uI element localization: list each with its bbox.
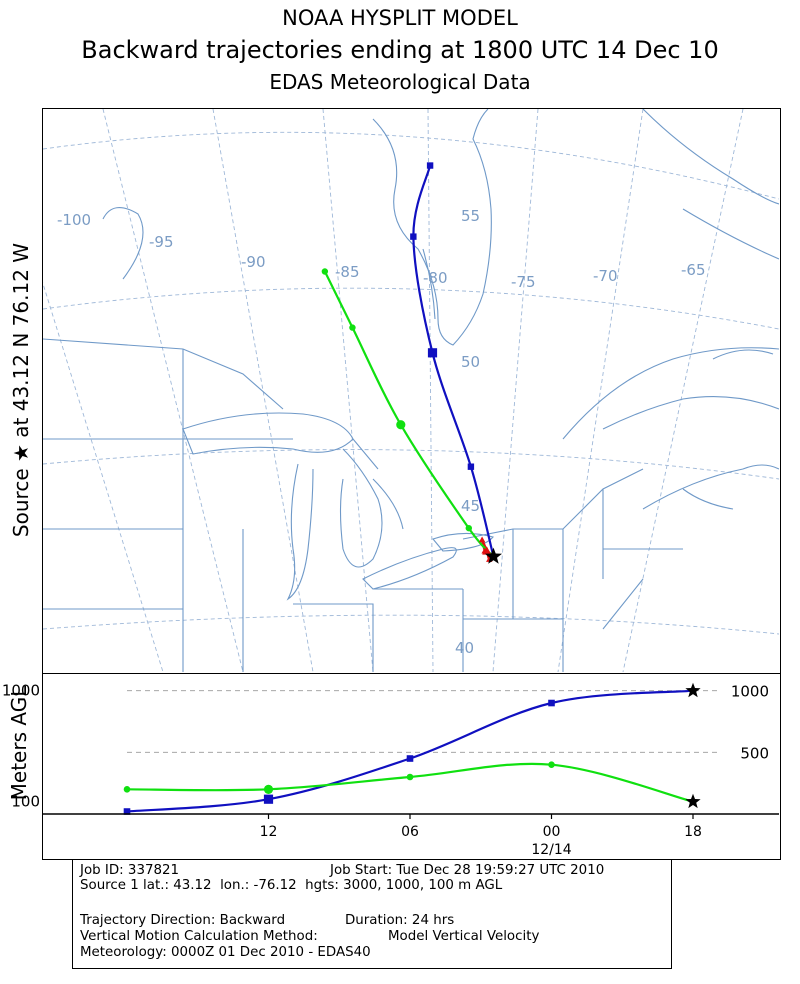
lat-label: 55	[461, 207, 480, 225]
labrador-coast	[642, 109, 779, 260]
georgian-bay	[372, 478, 404, 530]
altitude-axis-label: Meters AGL	[7, 685, 31, 801]
meteorology: Meteorology: 0000Z 01 Dec 2010 - EDAS40	[80, 945, 371, 960]
date-label: 12/14	[531, 842, 571, 858]
graticule-grid	[43, 109, 779, 672]
james-bay-coast	[422, 248, 436, 320]
altitude-marker-circle	[406, 773, 414, 781]
trajectory-map: -100 -95 -90 -85 -80 -75 -70 -65 55 50 45 40	[42, 108, 781, 674]
altitude-source-star-icon	[685, 793, 701, 809]
lon-line-100	[43, 282, 164, 672]
state-borders	[43, 349, 683, 672]
lon-label: -100	[57, 211, 91, 229]
lake-michigan	[286, 463, 314, 601]
map-marker-triangle	[481, 547, 488, 554]
lon-line-90	[212, 109, 314, 672]
job-start: Job Start: Tue Dec 28 19:59:27 UTC 2010	[330, 863, 605, 878]
lon-label: -85	[335, 263, 360, 281]
map-marker-square	[426, 162, 434, 169]
lat-label: 50	[461, 353, 480, 371]
trajectory-direction: Trajectory Direction: Backward	[80, 913, 286, 928]
lon-label: -80	[423, 269, 448, 287]
right-height-tick: 500	[740, 744, 769, 762]
altitude-trajectory-1000-m	[126, 689, 694, 813]
lat-line-45	[43, 449, 779, 480]
map-marker-circle	[349, 324, 356, 331]
lat-line-50	[43, 287, 779, 330]
map-marker-triangle	[478, 536, 486, 543]
model-title: NOAA HYSPLIT MODEL	[282, 6, 518, 30]
altitude-marker-circle	[123, 786, 131, 793]
lon-label: -90	[241, 253, 266, 271]
altitude-marker-square	[406, 755, 414, 762]
newfoundland-coast	[712, 349, 774, 360]
lon-label: -95	[149, 233, 174, 251]
altitude-profile: 300025002000150010005001206001812/14	[42, 673, 781, 860]
source-location-text: Source ★ at 43.12 N 76.12 W	[9, 243, 33, 537]
lake-erie	[362, 547, 457, 590]
altitude-trajectory-100-m	[126, 762, 694, 803]
map-marker-square	[467, 463, 475, 470]
map-marker-circle	[321, 268, 329, 275]
map-marker-circle	[396, 420, 406, 430]
altitude-source-star-icon	[685, 682, 701, 698]
nova-scotia-coast	[642, 464, 779, 510]
lon-line-65	[622, 109, 744, 672]
lake-ontario	[432, 532, 494, 552]
time-tick-label: 06	[401, 824, 419, 840]
hudson-bay-coast	[102, 109, 492, 346]
altitude-marker-circle	[263, 784, 274, 794]
vertical-method-value: Model Vertical Velocity	[388, 929, 540, 944]
time-tick-label: 12	[260, 824, 278, 840]
map-marker-square	[410, 233, 417, 240]
right-height-tick: 1000	[731, 683, 769, 701]
job-info-box	[72, 859, 672, 969]
lon-line-85	[322, 109, 374, 672]
vertical-method-label: Vertical Motion Calculation Method:	[80, 929, 318, 944]
lon-line-95	[102, 109, 244, 672]
lake-superior	[182, 412, 354, 455]
altitude-marker-square	[548, 699, 555, 707]
lat-line-40	[43, 614, 779, 635]
lat-label: 40	[455, 639, 474, 657]
time-tick-label: 00	[543, 824, 561, 840]
left-height-tick: 1000	[2, 682, 40, 700]
lake-huron	[339, 448, 383, 568]
altitude-marker-circle	[548, 761, 555, 768]
lon-label: -65	[681, 261, 706, 279]
altitude-marker-square	[123, 808, 131, 815]
duration: Duration: 24 hrs	[345, 913, 455, 928]
lat-line-55	[43, 131, 779, 200]
lon-line-70	[557, 109, 644, 672]
lon-label: -70	[593, 267, 618, 285]
st-lawrence-coast	[562, 347, 779, 440]
map-marker-circle	[465, 524, 472, 532]
lat-label: 45	[461, 497, 480, 515]
lon-label: -75	[511, 273, 536, 291]
job-id: Job ID: 337821	[80, 863, 180, 878]
time-tick-label: 18	[684, 824, 702, 840]
source-star-icon	[484, 547, 502, 564]
altitude-marker-square	[263, 794, 274, 804]
lon-line-75	[492, 109, 539, 672]
coastlines-and-borders	[43, 109, 779, 672]
source-line: Source 1 lat.: 43.12 lon.: -76.12 hgts: …	[80, 878, 503, 893]
map-trajectory-1000-m	[412, 165, 495, 557]
source-location-label: Source ★ at 43.12 N 76.12 W	[9, 243, 33, 537]
left-height-tick: 100	[11, 793, 40, 811]
data-source-title: EDAS Meteorological Data	[269, 70, 531, 94]
chart-title: Backward trajectories ending at 1800 UTC…	[81, 36, 719, 64]
lon-line-80	[427, 109, 434, 672]
map-marker-square	[427, 348, 438, 358]
